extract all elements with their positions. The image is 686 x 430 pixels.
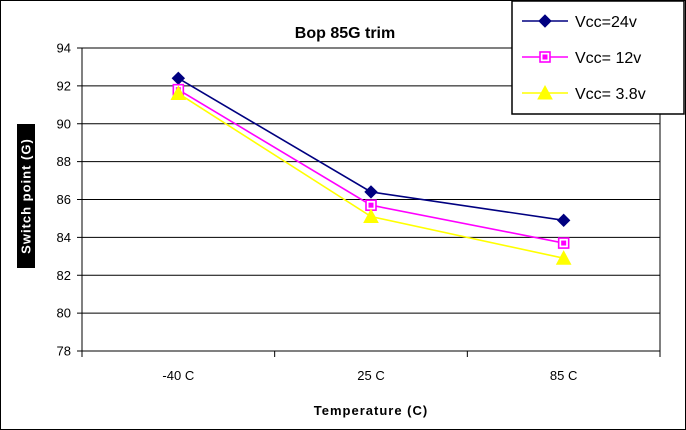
series-line	[177, 92, 564, 259]
y-axis: 78 80 82 84 86 88 90 92 94	[57, 41, 82, 359]
chart-title: Bop 85G trim	[295, 25, 395, 42]
legend-marker	[539, 51, 551, 63]
y-tick-label: 80	[57, 306, 71, 321]
data-point	[171, 71, 186, 86]
y-tick-label: 86	[57, 192, 71, 207]
y-tick-label: 94	[57, 41, 71, 56]
legend-marker	[538, 14, 552, 28]
data-point	[363, 208, 379, 224]
legend-marker	[537, 84, 553, 100]
y-tick-label: 78	[57, 344, 71, 359]
data-point	[555, 250, 572, 265]
x-tick-label: 25 C	[357, 368, 384, 383]
series-triangle	[170, 85, 572, 265]
legend: Vcc=24v Vcc= 12v Vcc= 3.8v	[511, 0, 685, 115]
marker-core	[368, 202, 374, 208]
data-point	[170, 85, 187, 100]
y-tick-label: 88	[57, 154, 71, 169]
legend-item: Vcc= 12v	[522, 50, 641, 67]
y-tick-label: 82	[57, 268, 71, 283]
legend-label: Vcc= 12v	[575, 50, 641, 67]
legend-item: Vcc=24v	[522, 14, 637, 31]
x-axis: -40 C 25 C 85 C	[81, 351, 661, 383]
marker-core	[542, 54, 548, 60]
legend-item: Vcc= 3.8v	[522, 84, 646, 103]
y-axis-title-background	[17, 124, 35, 268]
data-point	[557, 237, 570, 249]
x-axis-title: Temperature (C)	[314, 403, 428, 418]
legend-label: Vcc= 3.8v	[575, 86, 646, 103]
series-layer	[170, 71, 572, 265]
x-tick-label: 85 C	[550, 368, 577, 383]
y-tick-label: 84	[57, 230, 71, 245]
x-tick-label: -40 C	[162, 368, 194, 383]
y-tick-label: 92	[57, 78, 71, 93]
y-axis-title: Switch point (G)	[19, 138, 34, 254]
data-point	[556, 213, 571, 228]
legend-label: Vcc=24v	[575, 14, 637, 31]
marker-core	[561, 240, 567, 246]
series-square	[172, 83, 570, 249]
data-point	[364, 185, 378, 199]
y-tick-label: 90	[57, 116, 71, 131]
y-axis-title-group: Switch point (G)	[17, 124, 35, 268]
